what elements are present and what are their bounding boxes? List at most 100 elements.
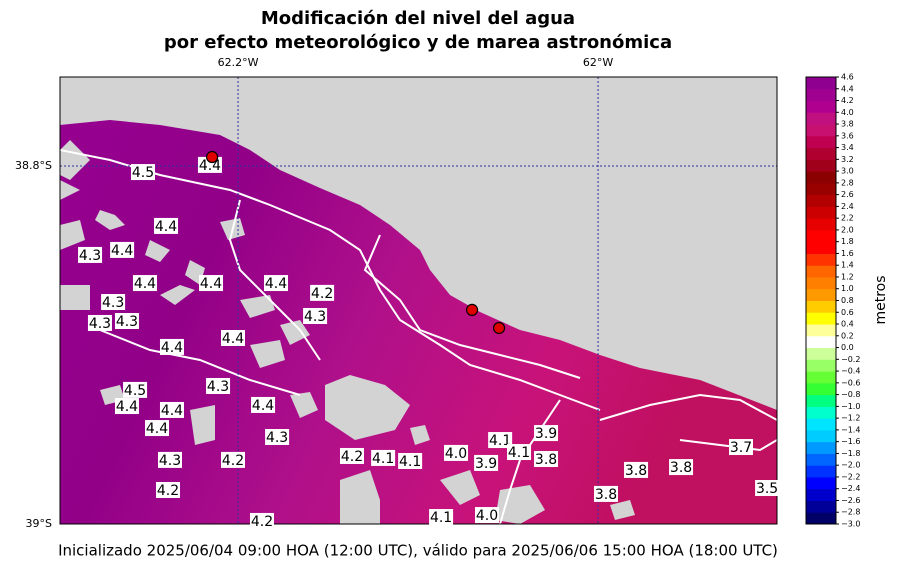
- colorbar-tick-label: 4.6: [841, 73, 854, 82]
- colorbar-tick-label: −2.8: [841, 508, 860, 517]
- contour-label-box: [114, 312, 139, 329]
- contour-label-box: [507, 444, 532, 461]
- colorbar-swatch: [806, 324, 836, 337]
- colorbar-tick-label: −2.4: [841, 484, 860, 493]
- contour-label-box: [429, 509, 454, 526]
- contour-label: 4.2: [341, 449, 363, 465]
- contour-label: 4.3: [89, 316, 111, 332]
- contour-label: 4.3: [116, 314, 138, 330]
- colorbar-tick-label: 4.4: [841, 84, 854, 93]
- colorbar-tick-label: −3.0: [841, 520, 860, 529]
- contour-label-box: [310, 284, 335, 301]
- colorbar-tick-label: 1.8: [841, 237, 854, 246]
- colorbar-tick-label: −2.0: [841, 461, 860, 470]
- colorbar-swatch: [806, 159, 836, 172]
- colorbar-tick-label: 1.0: [841, 284, 854, 293]
- colorbar-swatch: [806, 312, 836, 325]
- contour-label-box: [114, 398, 139, 415]
- colorbar-swatch: [806, 124, 836, 137]
- colorbar-swatch: [806, 241, 836, 254]
- x-tick-label: 62°W: [583, 56, 613, 69]
- contour-label-box: [220, 451, 245, 468]
- contour-label: 4.4: [265, 276, 287, 292]
- graticule: [60, 77, 777, 524]
- colorbar-swatch: [806, 147, 836, 160]
- colorbar-tick-label: 3.0: [841, 167, 854, 176]
- contour-label-box: [157, 451, 182, 468]
- contour-label-box: [371, 449, 396, 466]
- contour-label-box: [78, 246, 103, 263]
- colorbar-tick-label: −0.6: [841, 378, 860, 387]
- contour-label-box: [154, 217, 179, 234]
- colorbar-swatch: [806, 135, 836, 149]
- colorbar-swatch: [806, 276, 836, 290]
- colorbar-swatch: [806, 500, 836, 513]
- colorbar-tick-label: 3.2: [841, 155, 854, 164]
- contour-label-box: [728, 439, 753, 456]
- colorbar-tick-label: 0.6: [841, 308, 854, 317]
- contour-label-box: [488, 432, 513, 449]
- colorbar-swatch: [806, 253, 836, 266]
- colorbar-tick-label: −1.6: [841, 437, 860, 446]
- colorbar-swatch: [806, 418, 836, 431]
- contour-label-box: [303, 307, 328, 324]
- contour-label: 4.2: [251, 514, 273, 530]
- contour-label: 4.2: [222, 453, 244, 469]
- contour-label: 4.3: [79, 248, 101, 264]
- contour-label: 4.4: [161, 403, 183, 419]
- colorbar-swatch: [806, 288, 836, 301]
- colorbar-tick-label: 4.2: [841, 96, 854, 105]
- colorbar-tick-label: 0.4: [841, 320, 854, 329]
- colorbar-swatch: [806, 300, 836, 313]
- colorbar-tick-label: −0.4: [841, 367, 860, 376]
- contour-label: 4.0: [476, 508, 498, 524]
- contour-label-box: [624, 461, 649, 478]
- contour-label: 3.7: [730, 440, 752, 456]
- colorbar-swatch: [806, 88, 836, 102]
- colorbar-tick-label: 3.8: [841, 120, 854, 129]
- colorbar-swatch: [806, 382, 836, 396]
- colorbar-tick-label: 2.0: [841, 225, 854, 234]
- y-tick-label: 38.8°S: [15, 159, 52, 172]
- contour-label: 3.8: [625, 463, 647, 479]
- contour-label: 4.0: [445, 446, 467, 462]
- contour-label: 4.1: [489, 433, 511, 449]
- contour-label-box: [474, 454, 499, 471]
- contour-label-box: [339, 447, 364, 464]
- contour-label-box: [264, 275, 289, 292]
- colorbar-swatch: [806, 453, 836, 466]
- contour-label: 4.4: [155, 219, 177, 235]
- contour-label-box: [444, 444, 469, 461]
- contour-label: 4.3: [207, 379, 229, 395]
- colorbar-tick-label: 4.0: [841, 108, 854, 117]
- colorbar-swatch: [806, 100, 836, 113]
- colorbar-tick-label: 2.2: [841, 214, 854, 223]
- overlay: 62.2°W 62°W38.8°S39°S4.5 4.44.44.44.34.4 4.…: [15, 56, 860, 530]
- colorbar-swatch: [806, 394, 836, 407]
- colorbar-swatch: [806, 335, 836, 349]
- colorbar-swatch: [806, 194, 836, 207]
- contour-label-box: [249, 512, 274, 529]
- contour-label-box: [130, 164, 155, 181]
- colorbar-tick-label: 1.4: [841, 261, 854, 270]
- contour-label: 4.1: [399, 454, 421, 470]
- colorbar-swatch: [806, 77, 836, 90]
- colorbar-tick-label: −2.6: [841, 496, 860, 505]
- contour-label: 4.4: [200, 276, 222, 292]
- y-tick-label: 39°S: [26, 517, 52, 530]
- contour-label-box: [123, 381, 148, 398]
- colorbar-swatch: [806, 429, 836, 443]
- contour-label-box: [199, 275, 224, 292]
- contour-label: 4.3: [102, 295, 124, 311]
- contour-label-box: [110, 241, 135, 258]
- contour-label-box: [755, 480, 780, 497]
- station: [492, 321, 506, 335]
- station: [206, 150, 219, 164]
- colorbar-swatch: [806, 182, 836, 196]
- colorbar-swatch: [806, 371, 836, 384]
- colorbar-swatch: [806, 112, 836, 125]
- contour-label-box: [156, 481, 181, 498]
- contour-label: 3.8: [535, 452, 557, 468]
- contour-label-box: [251, 396, 276, 413]
- colorbar-tick-label: 2.8: [841, 178, 854, 187]
